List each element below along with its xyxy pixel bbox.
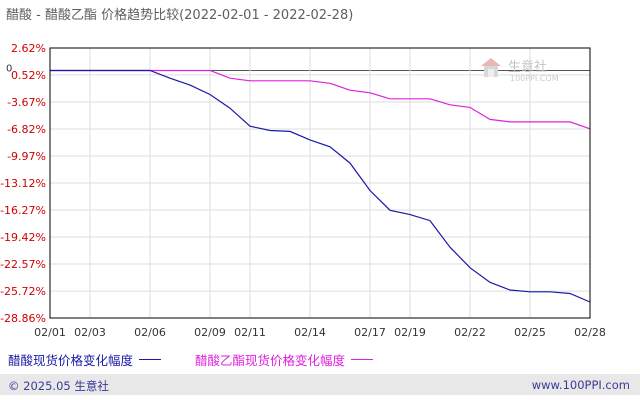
x-tick-label: 02/22 — [454, 326, 486, 339]
x-tick-label: 02/14 — [294, 326, 326, 339]
x-tick-label: 02/17 — [354, 326, 386, 339]
y-tick-label: -28.86% — [0, 312, 46, 325]
x-tick-label: 02/25 — [514, 326, 546, 339]
legend-line-series2 — [351, 359, 374, 360]
y-tick-label: 2.62% — [11, 42, 46, 55]
watermark-logo-icon — [480, 57, 502, 79]
x-tick-label: 02/01 — [34, 326, 66, 339]
footer-bar — [0, 374, 640, 395]
legend-line-series1 — [139, 359, 162, 360]
y-tick-label: -13.12% — [0, 177, 46, 190]
legend-label-series2: 醋酸乙酯现货价格变化幅度 — [195, 353, 346, 368]
x-tick-label: 02/11 — [234, 326, 266, 339]
y-tick-label: 0.52% — [11, 69, 46, 82]
y-tick-label: -16.27% — [0, 204, 46, 217]
series-line-1 — [50, 69, 591, 303]
watermark-name: 生意社 — [508, 60, 548, 75]
legend-item-series2: 醋酸乙酯现货价格变化幅度 — [195, 350, 374, 369]
zero-label: 0 — [6, 63, 12, 74]
legend: 醋酸现货价格变化幅度 醋酸乙酯现货价格变化幅度 — [8, 350, 403, 369]
y-tick-label: -3.67% — [7, 96, 46, 109]
legend-label-series1: 醋酸现货价格变化幅度 — [8, 353, 134, 368]
x-tick-label: 02/28 — [574, 326, 606, 339]
y-tick-label: -6.82% — [7, 123, 46, 136]
y-tick-label: -19.42% — [0, 231, 46, 244]
chart-title: 醋酸 - 醋酸乙酯 价格趋势比较(2022-02-01 - 2022-02-28… — [6, 8, 354, 23]
x-tick-label: 02/19 — [394, 326, 426, 339]
watermark-url: 100PPI.COM — [510, 74, 559, 83]
y-tick-label: -25.72% — [0, 285, 46, 298]
footer-site-link[interactable]: www.100PPI.com — [531, 378, 630, 392]
y-tick-label: -22.57% — [0, 258, 46, 271]
plot-area — [49, 47, 591, 319]
legend-item-series1: 醋酸现货价格变化幅度 — [8, 350, 162, 369]
x-tick-label: 02/09 — [194, 326, 226, 339]
x-tick-label: 02/03 — [74, 326, 106, 339]
y-tick-label: -9.97% — [7, 150, 46, 163]
footer-copyright: © 2025.05 生意社 — [8, 379, 109, 393]
x-tick-label: 02/06 — [134, 326, 166, 339]
series-line-2 — [50, 69, 591, 130]
